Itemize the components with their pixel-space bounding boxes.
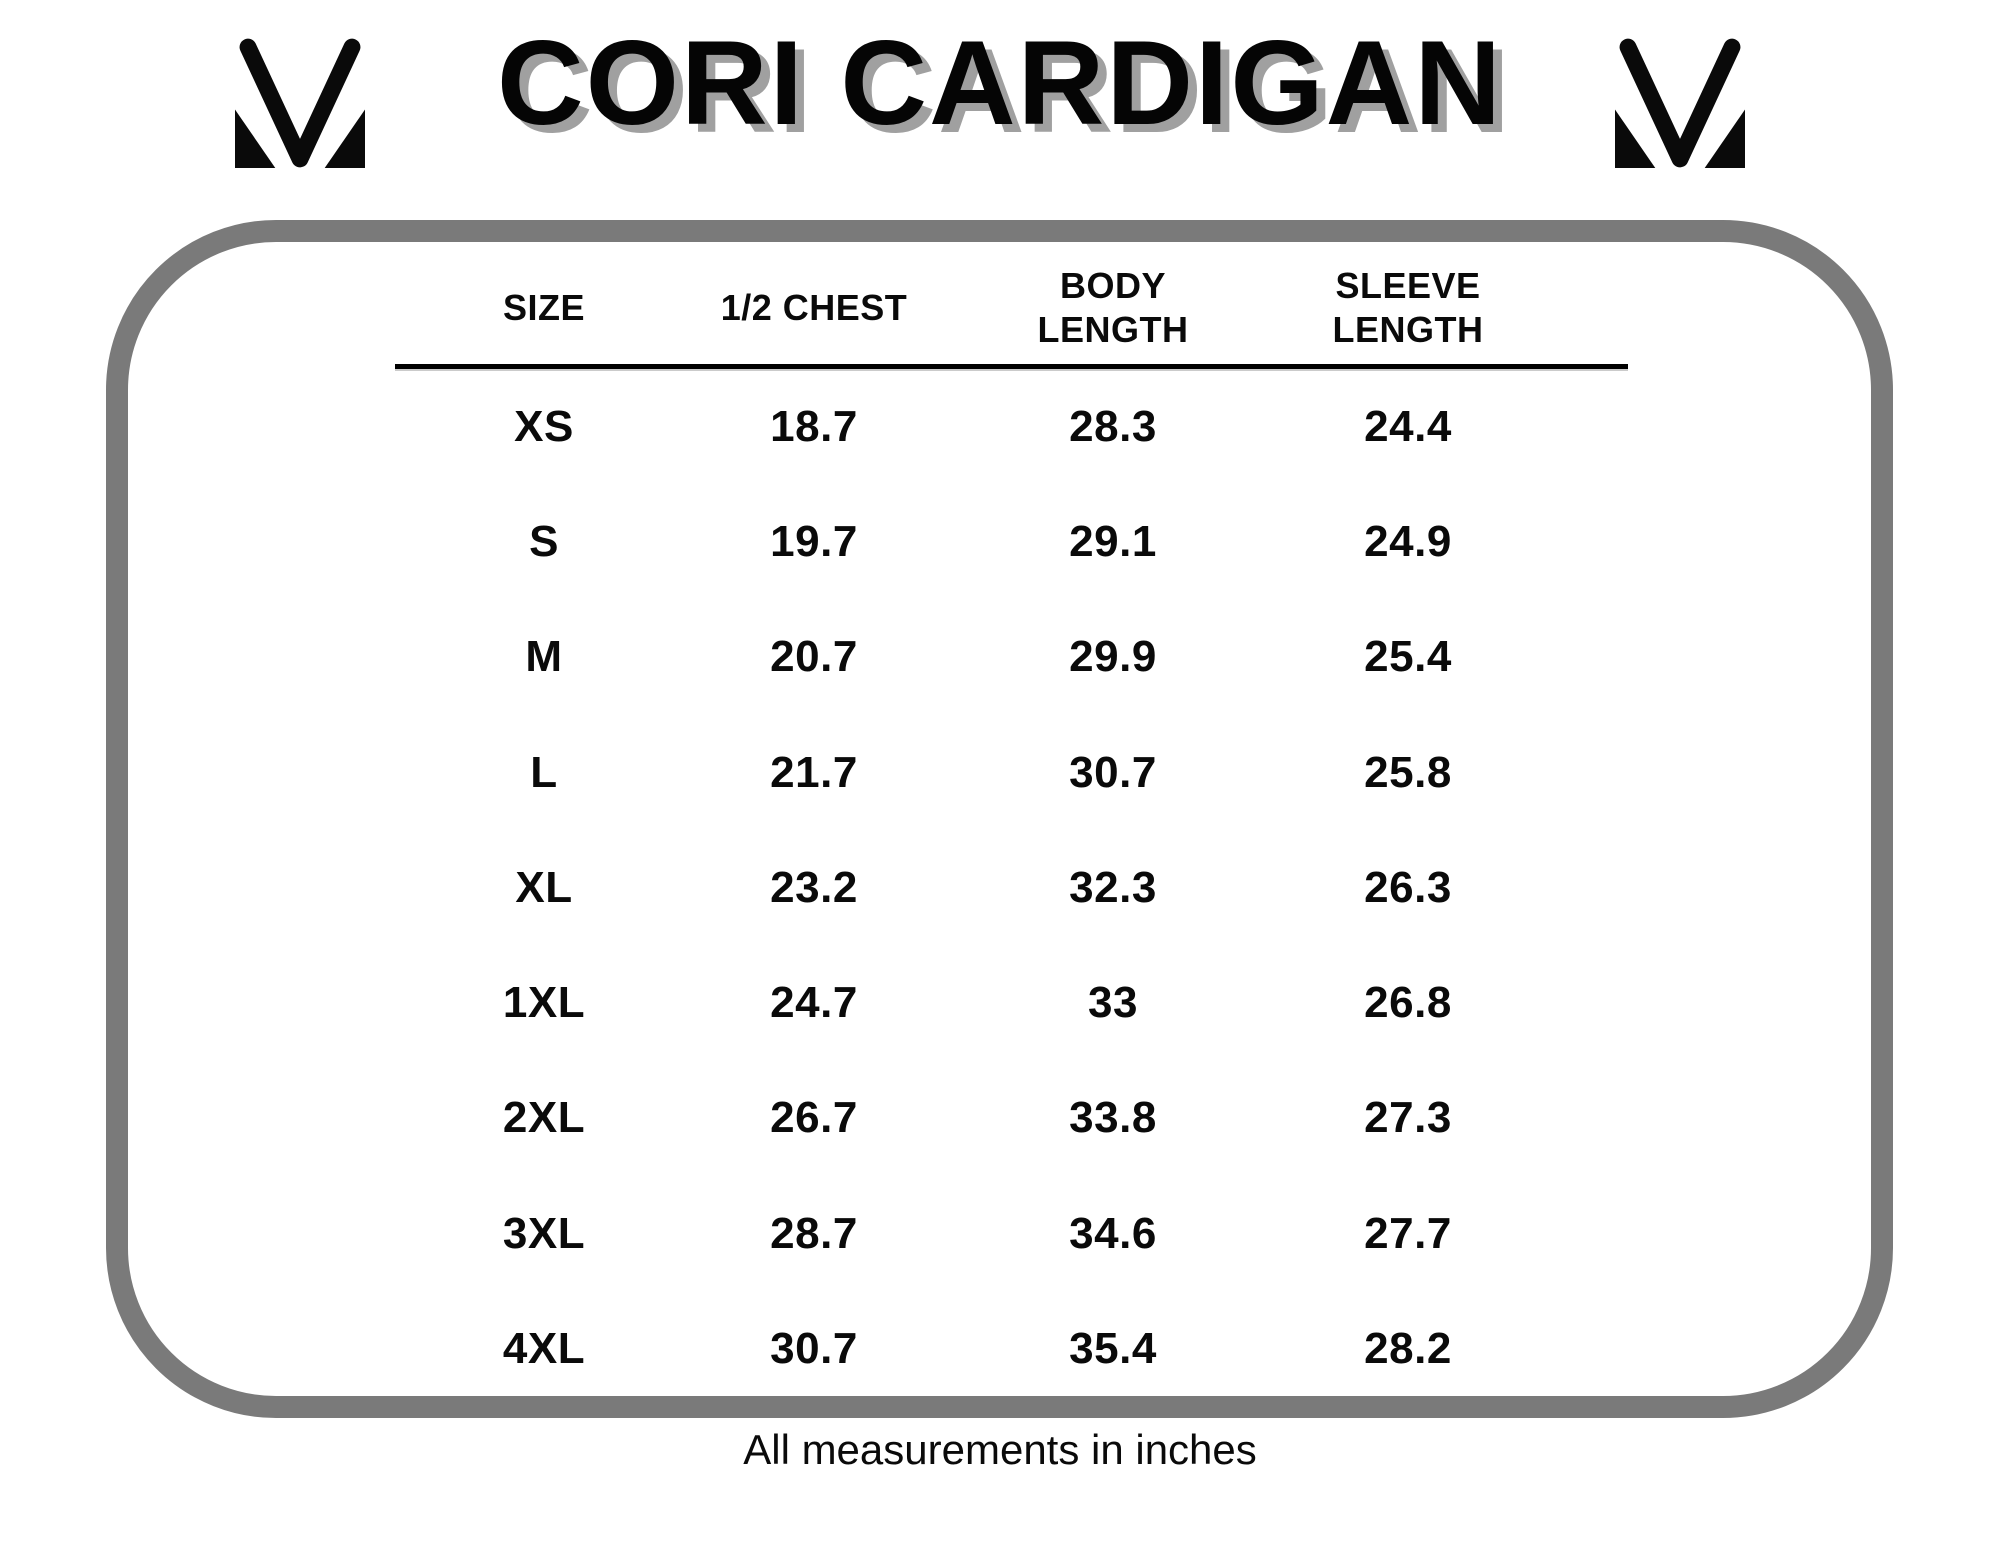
cell-chest: 21.7 [770,747,858,797]
cell-size: 1XL [502,978,586,1028]
cell-body: 30.7 [1069,747,1157,797]
cell-chest: 30.7 [770,1324,858,1374]
cell-size: XS [514,401,574,451]
cell-chest: 26.7 [770,1093,858,1143]
cell-body: 29.9 [1069,632,1157,682]
brand-monogram-icon [1615,38,1745,168]
header-divider [395,364,1628,369]
table-row: XS 18.7 28.3 24.4 [395,369,1628,484]
cell-size: 4XL [502,1324,586,1374]
cell-sleeve: 24.4 [1364,401,1452,451]
cell-body: 28.3 [1069,401,1157,451]
cell-body: 33.8 [1069,1093,1157,1143]
cell-body: 34.6 [1069,1208,1157,1258]
size-table: SIZE 1/2 CHEST BODY LENGTH SLEEVE LENGTH… [395,252,1628,1407]
table-row: L 21.7 30.7 25.8 [395,715,1628,830]
cell-sleeve: 25.8 [1364,747,1452,797]
table-row: 3XL 28.7 34.6 27.7 [395,1176,1628,1291]
table-row: XL 23.2 32.3 26.3 [395,830,1628,945]
cell-chest: 19.7 [770,516,858,566]
cell-chest: 20.7 [770,632,858,682]
cell-sleeve: 27.3 [1364,1093,1452,1143]
measurements-note: All measurements in inches [743,1426,1257,1473]
cell-sleeve: 25.4 [1364,632,1452,682]
cell-sleeve: 27.7 [1364,1208,1452,1258]
page-title: CORI CARDIGAN [497,16,1503,150]
table-row: 4XL 30.7 35.4 28.2 [395,1291,1628,1406]
cell-size: XL [515,862,573,912]
cell-body: 32.3 [1069,862,1157,912]
table-row: 1XL 24.7 33 26.8 [395,945,1628,1060]
table-row: M 20.7 29.9 25.4 [395,600,1628,715]
table-body: XS 18.7 28.3 24.4 S 19.7 29.1 24.9 M 20.… [395,369,1628,1407]
cell-chest: 28.7 [770,1208,858,1258]
cell-size: 3XL [502,1208,586,1258]
table-row: S 19.7 29.1 24.9 [395,484,1628,599]
cell-size: L [530,747,558,797]
cell-chest: 23.2 [770,862,858,912]
cell-sleeve: 26.3 [1364,862,1452,912]
header-size: SIZE [502,287,585,328]
header-sleeve: SLEEVE LENGTH [1332,265,1484,350]
table-header-row: SIZE 1/2 CHEST BODY LENGTH SLEEVE LENGTH [395,252,1628,364]
cell-sleeve: 28.2 [1364,1324,1452,1374]
cell-sleeve: 24.9 [1364,516,1452,566]
header-body: BODY LENGTH [1037,265,1189,350]
brand-monogram-icon [235,38,365,168]
cell-size: M [525,632,563,682]
cell-chest: 24.7 [770,978,858,1028]
cell-size: S [529,516,559,566]
size-chart-frame [106,220,1893,1418]
cell-body: 33 [1088,978,1138,1028]
cell-body: 29.1 [1069,516,1157,566]
cell-body: 35.4 [1069,1324,1157,1374]
cell-chest: 18.7 [770,401,858,451]
cell-size: 2XL [502,1093,586,1143]
table-row: 2XL 26.7 33.8 27.3 [395,1061,1628,1176]
cell-sleeve: 26.8 [1364,978,1452,1028]
header-chest: 1/2 CHEST [720,287,908,328]
